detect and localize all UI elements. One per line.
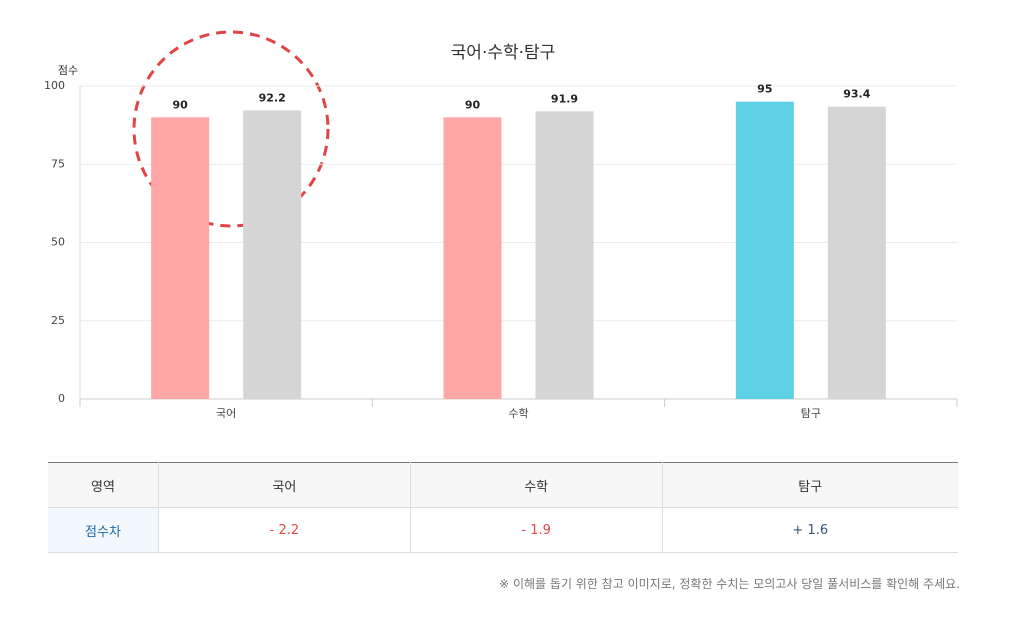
bar <box>735 101 794 400</box>
chart: 국어·수학·탐구 점수 0 25 50 75 100 국어 90 92.2 수학 90 91.9 탐구… <box>44 30 958 420</box>
x-tick-label: 수학 <box>508 407 528 420</box>
table-header: 영역 <box>48 462 159 508</box>
bar <box>827 106 886 400</box>
table-cell: + 1.6 <box>661 507 958 553</box>
bar <box>535 111 594 399</box>
y-tick-label: 25 <box>51 314 65 327</box>
y-tick-label: 75 <box>51 157 65 170</box>
y-tick-label: 50 <box>51 236 65 249</box>
x-tick-label: 국어 <box>216 407 236 420</box>
x-tick-label: 탐구 <box>801 407 821 420</box>
bar <box>243 110 302 399</box>
bar <box>151 117 210 400</box>
table-header: 수학 <box>409 462 663 508</box>
data-label: 91.9 <box>551 92 578 105</box>
y-axis-label: 점수 <box>58 64 78 77</box>
y-tick-label: 100 <box>44 79 65 92</box>
table-header: 국어 <box>158 462 411 508</box>
data-label: 90 <box>465 98 481 111</box>
data-label: 95 <box>757 83 772 96</box>
chart-title: 국어·수학·탐구 <box>451 43 556 63</box>
data-label: 92.2 <box>259 91 286 104</box>
data-label: 93.4 <box>843 88 870 101</box>
table-header: 탐구 <box>661 462 958 508</box>
table-cell: - 1.9 <box>409 507 663 553</box>
y-tick-label: 0 <box>58 392 65 405</box>
bar <box>443 117 502 400</box>
footnote: ※ 이해를 돕기 위한 참고 이미지로, 정확한 수치는 모의고사 당일 풀서비… <box>499 577 960 591</box>
table-cell: - 2.2 <box>158 507 411 553</box>
table-cell: 점수차 <box>48 507 159 553</box>
highlight-circle <box>132 30 330 228</box>
data-label: 90 <box>173 98 189 111</box>
score-table: 영역 국어 수학 탐구 점수차 - 2.2 - 1.9 + 1.6 <box>48 462 958 553</box>
